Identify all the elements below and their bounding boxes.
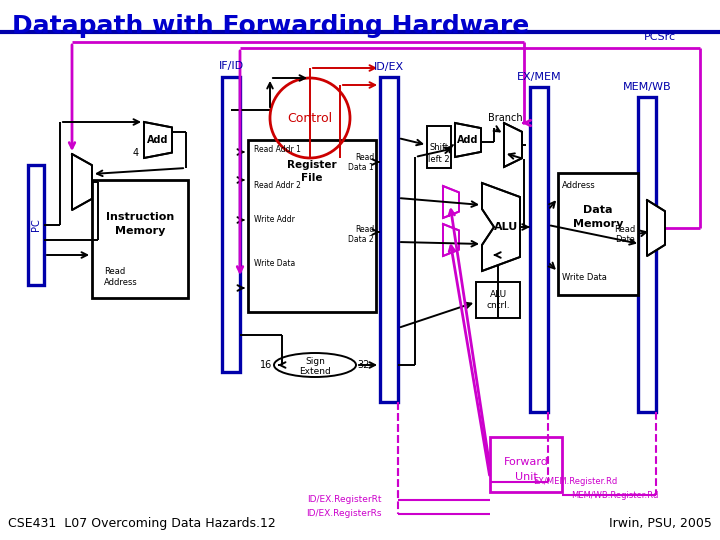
Text: Write Data: Write Data bbox=[254, 260, 295, 268]
Text: Data 2: Data 2 bbox=[348, 235, 374, 245]
Bar bbox=[28, 165, 44, 285]
Text: EX/MEM.Register.Rd: EX/MEM.Register.Rd bbox=[533, 477, 617, 487]
Text: Control: Control bbox=[287, 111, 333, 125]
Polygon shape bbox=[482, 183, 520, 271]
Text: ALU
cntrl.: ALU cntrl. bbox=[486, 291, 510, 310]
Text: Read Addr 1: Read Addr 1 bbox=[254, 145, 301, 154]
Bar bbox=[427, 126, 451, 168]
Text: Data: Data bbox=[615, 235, 635, 245]
Bar bbox=[248, 140, 376, 312]
Text: MEM/WB: MEM/WB bbox=[623, 82, 671, 92]
Text: ALU: ALU bbox=[494, 222, 518, 232]
Text: ID/EX.RegisterRt: ID/EX.RegisterRt bbox=[307, 496, 382, 504]
Text: Unit: Unit bbox=[515, 472, 537, 482]
Text: 16: 16 bbox=[260, 360, 272, 370]
Bar bbox=[476, 282, 520, 318]
Text: MEM/WB.Register.Rd: MEM/WB.Register.Rd bbox=[571, 490, 659, 500]
Text: Branch: Branch bbox=[487, 113, 522, 123]
Bar bbox=[558, 173, 638, 295]
Polygon shape bbox=[443, 224, 459, 256]
Text: EX/MEM: EX/MEM bbox=[517, 72, 562, 82]
Text: Read Addr 2: Read Addr 2 bbox=[254, 181, 301, 191]
Text: Forward: Forward bbox=[503, 457, 549, 467]
Text: Read: Read bbox=[613, 226, 635, 234]
Text: PC: PC bbox=[31, 219, 41, 231]
Text: Irwin, PSU, 2005: Irwin, PSU, 2005 bbox=[609, 517, 712, 530]
Text: left 2: left 2 bbox=[428, 154, 450, 164]
Text: Extend: Extend bbox=[299, 367, 331, 375]
Bar bbox=[222, 77, 240, 372]
Bar bbox=[638, 97, 656, 412]
Text: Read
Address: Read Address bbox=[104, 267, 138, 287]
Bar bbox=[490, 437, 562, 492]
Text: ID/EX.RegisterRs: ID/EX.RegisterRs bbox=[306, 510, 382, 518]
Text: Write Addr: Write Addr bbox=[254, 215, 295, 225]
Polygon shape bbox=[455, 123, 481, 157]
Text: 32: 32 bbox=[358, 360, 370, 370]
Polygon shape bbox=[443, 186, 459, 218]
Bar bbox=[92, 180, 188, 298]
Text: Sign: Sign bbox=[305, 356, 325, 366]
Text: PCSrc: PCSrc bbox=[644, 32, 676, 42]
Text: 4: 4 bbox=[133, 148, 139, 158]
Text: Datapath with Forwarding Hardware: Datapath with Forwarding Hardware bbox=[12, 14, 529, 38]
Polygon shape bbox=[504, 123, 522, 167]
Text: Instruction: Instruction bbox=[106, 212, 174, 222]
Text: CSE431  L07 Overcoming Data Hazards.12: CSE431 L07 Overcoming Data Hazards.12 bbox=[8, 517, 276, 530]
Text: Register: Register bbox=[287, 160, 337, 170]
Polygon shape bbox=[72, 154, 92, 210]
Text: Memory: Memory bbox=[573, 219, 624, 229]
Text: File: File bbox=[301, 173, 323, 183]
Text: Write Data: Write Data bbox=[562, 273, 607, 281]
Text: Read: Read bbox=[355, 152, 374, 161]
Text: Shift: Shift bbox=[429, 143, 449, 152]
Text: Add: Add bbox=[148, 135, 168, 145]
Bar bbox=[530, 87, 548, 412]
Polygon shape bbox=[647, 200, 665, 256]
Polygon shape bbox=[144, 122, 172, 158]
Text: Address: Address bbox=[562, 180, 595, 190]
Bar bbox=[380, 77, 398, 402]
Text: IF/ID: IF/ID bbox=[218, 61, 243, 71]
Text: Data 1: Data 1 bbox=[348, 163, 374, 172]
Text: Memory: Memory bbox=[114, 226, 165, 236]
Text: Add: Add bbox=[457, 135, 479, 145]
Text: Read: Read bbox=[355, 226, 374, 234]
Text: ID/EX: ID/EX bbox=[374, 62, 404, 72]
Text: Data: Data bbox=[583, 205, 613, 215]
